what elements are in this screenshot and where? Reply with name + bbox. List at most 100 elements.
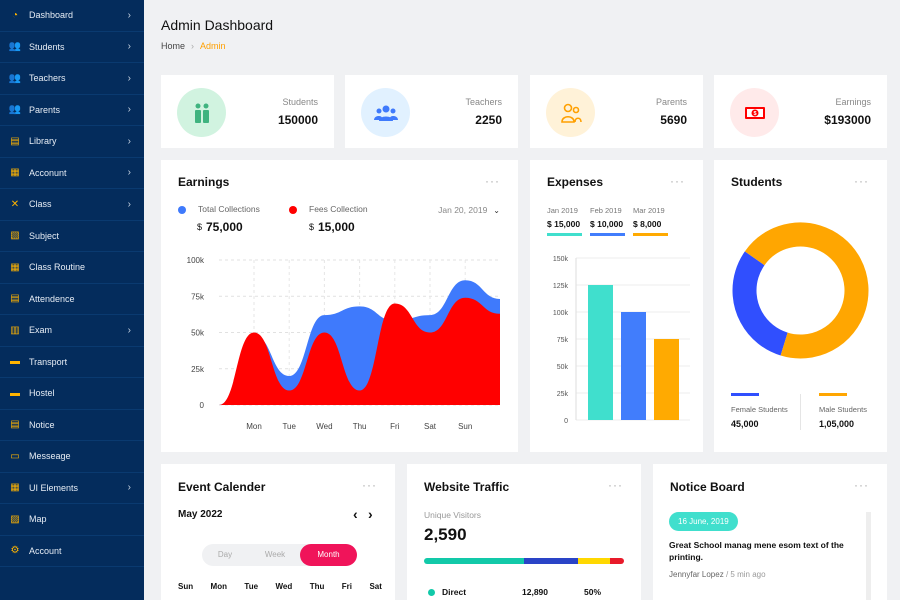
- stat-label: Students: [282, 97, 318, 107]
- sidebar-item-label: Transport: [29, 356, 68, 367]
- traffic-menu-icon[interactable]: ···: [608, 478, 623, 492]
- sidebar-item-label: Attendence: [29, 293, 75, 304]
- sidebar-item-notice[interactable]: ▤ Notice: [0, 410, 144, 441]
- expense-color-bar: [547, 233, 582, 236]
- sidebar-item-hostel[interactable]: ▬ Hostel: [0, 378, 144, 410]
- sidebar-item-messeage[interactable]: ▭ Messeage: [0, 441, 144, 473]
- map-icon: ▨: [10, 513, 20, 525]
- students-menu-icon[interactable]: ···: [854, 174, 869, 188]
- chevron-right-icon: ›: [127, 41, 131, 53]
- sidebar-item-label: Students: [29, 41, 65, 52]
- female-legend-bar: [731, 393, 759, 396]
- traffic-segment: [610, 558, 624, 564]
- notice-author: Jennyfar Lopez: [669, 570, 724, 579]
- earnings-title: Earnings: [178, 175, 230, 189]
- notice-text[interactable]: Great School manag mene esom text of the…: [669, 540, 844, 562]
- bed-icon: ▬: [10, 387, 20, 399]
- total-collections-dot: [178, 206, 186, 214]
- earnings-menu-icon[interactable]: ···: [485, 174, 500, 188]
- breadcrumb-home[interactable]: Home: [161, 41, 186, 51]
- traffic-row-label: Direct: [442, 587, 467, 597]
- sidebar-item-label: Exam: [29, 325, 53, 336]
- chevron-right-icon: ›: [127, 198, 131, 210]
- sidebar-item-transport[interactable]: ▬ Transport: [0, 347, 144, 378]
- stat-card-parents[interactable]: Parents 5690: [530, 75, 703, 148]
- notice-card: Notice Board ··· 16 June, 2019 Great Sch…: [653, 464, 887, 600]
- view-week[interactable]: Week: [264, 550, 286, 559]
- view-day[interactable]: Day: [217, 550, 233, 559]
- weekday-label: Mon: [210, 582, 227, 591]
- y-tick-label: 150k: [553, 256, 569, 263]
- notice-separator: /: [725, 570, 729, 579]
- sidebar-item-label: Hostel: [29, 388, 55, 399]
- sidebar-item-map[interactable]: ▨ Map: [0, 504, 144, 536]
- male-slice[interactable]: [732, 222, 869, 359]
- sidebar-item-class[interactable]: ✕ Class ›: [0, 189, 144, 221]
- next-month-button[interactable]: ›: [368, 506, 373, 522]
- expenses-menu-icon[interactable]: ···: [670, 174, 685, 188]
- earnings-card: Earnings ··· Total Collections $ 75,000 …: [161, 160, 518, 452]
- expense-bar[interactable]: [588, 285, 613, 420]
- expense-legend-item: Feb 2019 $ 10,000: [590, 206, 625, 236]
- view-month[interactable]: Month: [300, 544, 357, 566]
- expense-bar[interactable]: [654, 339, 679, 420]
- sidebar-item-acconunt[interactable]: ▦ Acconunt ›: [0, 158, 144, 189]
- y-tick-label: 100k: [187, 256, 205, 265]
- stat-card-teachers[interactable]: Teachers 2250: [345, 75, 518, 148]
- expense-bar[interactable]: [621, 312, 646, 420]
- sidebar-item-label: Subject: [29, 230, 60, 241]
- sidebar-item-dashboard[interactable]: ◔ Dashboard ›: [0, 0, 144, 32]
- legend-divider: [800, 394, 801, 430]
- chevron-right-icon: ›: [127, 482, 131, 494]
- notice-date-badge: 16 June, 2019: [669, 512, 738, 531]
- unique-visitors-value: 2,590: [424, 525, 467, 544]
- sidebar-item-subject[interactable]: ▧ Subject: [0, 221, 144, 252]
- fees-collection-currency: $: [309, 222, 315, 232]
- sidebar-item-label: Acconunt: [29, 167, 67, 178]
- sidebar-item-attendence[interactable]: ▤ Attendence: [0, 284, 144, 315]
- sidebar-item-ui-elements[interactable]: ▦ UI Elements ›: [0, 473, 144, 504]
- sidebar-item-exam[interactable]: ▥ Exam ›: [0, 315, 144, 347]
- grid-icon: ▦: [10, 482, 20, 494]
- date-selector[interactable]: Jan 20, 2019 ⌄: [438, 205, 500, 215]
- sidebar-item-account[interactable]: ⚙ Account: [0, 536, 144, 567]
- y-tick-label: 100k: [553, 310, 569, 317]
- sidebar-item-class-routine[interactable]: ▦ Class Routine: [0, 252, 144, 284]
- expense-value: $ 10,000: [590, 219, 624, 229]
- calculator-icon: ▦: [10, 167, 20, 179]
- sidebar-item-parents[interactable]: 👥 Parents ›: [0, 95, 144, 126]
- students-donut-chart: [732, 222, 869, 359]
- sidebar-item-library[interactable]: ▤ Library ›: [0, 126, 144, 158]
- main-content: Admin Dashboard Home › Admin Students 150…: [144, 0, 900, 600]
- notice-scrollbar[interactable]: [866, 512, 871, 600]
- traffic-subtitle: Unique Visitors: [424, 510, 482, 520]
- sidebar-item-label: Account: [29, 545, 62, 556]
- x-tick-label: Wed: [316, 422, 332, 431]
- notice-meta: Jennyfar Lopez / 5 min ago: [669, 570, 766, 579]
- sidebar: ◔ Dashboard › 👥 Students › 👥 Teachers › 👥 Parents ›…: [0, 0, 144, 600]
- stat-value: 150000: [277, 113, 318, 127]
- expense-value: $ 15,000: [547, 219, 581, 229]
- x-tick-label: Tue: [282, 422, 296, 431]
- x-tick-label: Thu: [353, 422, 367, 431]
- stat-card-earnings[interactable]: $ Earnings $193000: [714, 75, 887, 148]
- parents-icon: 👥: [8, 104, 22, 116]
- sidebar-item-teachers[interactable]: 👥 Teachers ›: [0, 63, 144, 95]
- students-icon: [177, 88, 226, 137]
- notice-time: 5 min ago: [730, 570, 766, 579]
- view-switcher: Day Week Month: [202, 544, 357, 566]
- calendar-menu-icon[interactable]: ···: [362, 478, 377, 492]
- sidebar-item-students[interactable]: 👥 Students ›: [0, 32, 144, 63]
- teachers-icon: 👥: [8, 72, 22, 84]
- traffic-title: Website Traffic: [424, 480, 510, 494]
- prev-month-button[interactable]: ‹: [353, 506, 358, 522]
- chevron-right-icon: ›: [127, 72, 131, 84]
- chevron-right-icon: ›: [127, 9, 131, 21]
- stat-card-students[interactable]: Students 150000: [161, 75, 334, 148]
- weekday-row: Sun Mon Tue Wed Thu Fri Sat: [178, 582, 382, 591]
- notice-menu-icon[interactable]: ···: [854, 478, 869, 492]
- calendar-icon: ▦: [10, 261, 20, 273]
- stat-label: Parents: [655, 97, 687, 107]
- calendar-card: Event Calender ··· May 2022 ‹ › Day Week…: [161, 464, 395, 600]
- weekday-label: Wed: [275, 582, 293, 591]
